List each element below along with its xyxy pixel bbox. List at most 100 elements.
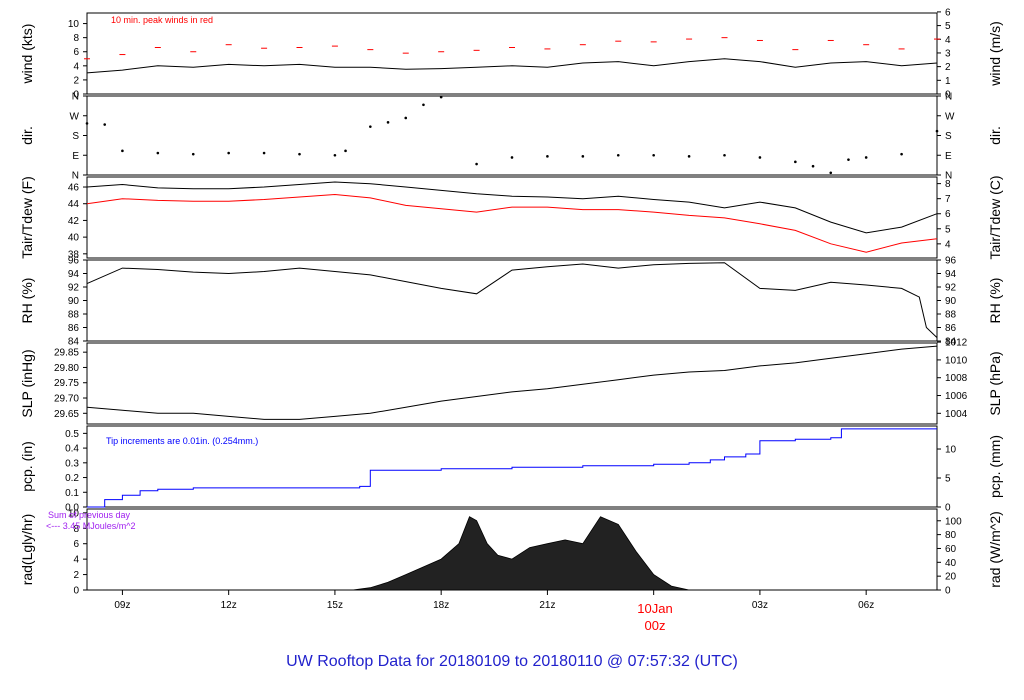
y-tick-label-right: 1004 xyxy=(945,409,968,420)
y-tick-label-left: 0.1 xyxy=(65,488,79,499)
y-tick-label-left: N xyxy=(72,92,79,103)
wind-dir-point xyxy=(262,151,266,155)
y-tick-label-right: 6 xyxy=(945,209,951,220)
wind-dir-point xyxy=(510,156,514,159)
y-tick-label-left: 44 xyxy=(68,199,80,210)
wind-dir-point xyxy=(847,158,850,161)
y-label-left-rad: rad(Lgly/hr) xyxy=(19,514,35,586)
y-tick-label-right: 60 xyxy=(945,544,957,555)
y-tick-label-left: 86 xyxy=(68,323,80,334)
y-label-right-temp: Tair/Tdew (C) xyxy=(987,175,1003,259)
y-tick-label-left: 88 xyxy=(68,310,80,321)
y-tick-label-right: 1008 xyxy=(945,373,968,384)
y-tick-label-left: 10 xyxy=(68,19,80,30)
peak-winds-note: 10 min. peak winds in red xyxy=(111,15,213,25)
wind-dir-point xyxy=(900,152,903,156)
tip-increment-note: Tip increments are 0.01in. (0.254mm.) xyxy=(106,436,258,446)
y-tick-label-right: 96 xyxy=(945,256,957,267)
y-tick-label-right: S xyxy=(945,131,952,142)
y-tick-label-right: 92 xyxy=(945,283,957,294)
wind-dir-point xyxy=(333,153,337,157)
y-tick-label-right: 1006 xyxy=(945,391,968,402)
rad-sum-value: <--- 3.45 MJoules/m^2 xyxy=(46,521,136,531)
y-tick-label-right: 5 xyxy=(945,224,951,235)
wind-dir-point xyxy=(829,171,833,175)
wind-dir-point xyxy=(935,129,939,133)
y-tick-label-right: 10 xyxy=(945,445,957,456)
y-label-left-wind: wind (kts) xyxy=(19,24,35,85)
y-tick-label-left: N xyxy=(72,171,79,182)
x-axis: 09z 12z 15z 18z 21z 03z 06z xyxy=(114,590,874,611)
panel-pcp: pcp. (in) pcp. (mm) 0.0 0.1 0.2 0.3 0.4 0.5 0 5 10 xyxy=(19,425,1003,514)
y-tick-label-right: 80 xyxy=(945,530,957,541)
y-tick-label-right: 2 xyxy=(945,62,951,73)
y-tick-label-right: 88 xyxy=(945,310,957,321)
tdew-line xyxy=(86,193,938,253)
wind-dir-point xyxy=(344,149,347,153)
wind-dir-point xyxy=(616,153,620,157)
y-tick-label-right: 5 xyxy=(945,474,951,485)
x-tick-label: 12z xyxy=(221,600,237,611)
x-tick-label: 03z xyxy=(752,600,768,611)
y-tick-label-right: 94 xyxy=(945,269,957,280)
wind-dir-point xyxy=(422,103,425,107)
y-tick-label-right: W xyxy=(945,111,955,122)
y-tick-label-right: 3 xyxy=(945,48,951,59)
y-tick-label-left: 42 xyxy=(68,216,80,227)
tair-line xyxy=(86,181,938,234)
wind-dir-point xyxy=(652,153,655,157)
y-tick-label-left: S xyxy=(72,131,79,142)
y-label-right-rad: rad (W/m^2) xyxy=(987,511,1003,588)
panel-frame-pcp xyxy=(86,425,938,508)
y-tick-label-right: 1012 xyxy=(945,338,968,349)
wind-dir-point xyxy=(85,122,89,125)
wind-dir-point xyxy=(723,153,726,157)
panel-frame-slp xyxy=(86,342,938,425)
y-tick-label-left: 29.75 xyxy=(54,378,79,389)
y-tick-label-right: 20 xyxy=(945,572,957,583)
y-tick-label-left: 6 xyxy=(73,47,79,58)
date-label: 10Jan xyxy=(637,601,672,616)
panel-frame-dir xyxy=(86,95,938,176)
rh-line xyxy=(86,262,938,338)
y-tick-label-left: 92 xyxy=(68,283,80,294)
wind-dir-point xyxy=(758,156,762,159)
x-tick-label: 18z xyxy=(433,600,449,611)
y-tick-label-right: 4 xyxy=(945,35,951,46)
wind-dir-point xyxy=(864,156,868,159)
y-tick-label-right: 1 xyxy=(945,76,951,87)
y-tick-label-left: 29.85 xyxy=(54,348,79,359)
y-tick-label-left: 29.80 xyxy=(54,363,79,374)
y-tick-label-left: 2 xyxy=(73,570,79,581)
y-tick-label-left: 0.2 xyxy=(65,473,79,484)
y-tick-label-left: 90 xyxy=(68,296,80,307)
y-label-left-pcp: pcp. (in) xyxy=(19,441,35,492)
y-tick-label-left: 0.3 xyxy=(65,458,79,469)
y-tick-label-left: 8 xyxy=(73,524,79,535)
panel-rad: rad(Lgly/hr) rad (W/m^2)02468100204060801… xyxy=(19,508,1003,596)
x-tick-label: 21z xyxy=(539,600,555,611)
y-tick-label-left: 40 xyxy=(68,233,80,244)
wind-dir-point xyxy=(546,155,549,158)
y-label-right-slp: SLP (hPa) xyxy=(987,351,1003,415)
y-tick-label-left: 8 xyxy=(73,33,79,44)
panel-frame-temp xyxy=(86,176,938,259)
y-label-right-wind: wind (m/s) xyxy=(987,21,1003,87)
y-label-left-temp: Tair/Tdew (F) xyxy=(19,176,35,258)
y-tick-label-right: 0 xyxy=(945,586,951,597)
y-tick-label-left: 29.65 xyxy=(54,409,79,420)
y-tick-label-right: 0 xyxy=(945,90,951,101)
y-tick-label-right: 7 xyxy=(945,194,951,205)
y-tick-label-left: 94 xyxy=(68,269,80,280)
wind-dir-point xyxy=(687,155,691,158)
y-tick-label-right: 5 xyxy=(945,21,951,32)
date-tick-label: 00z xyxy=(645,618,666,633)
y-tick-label-right: 84 xyxy=(945,337,957,348)
wind-dir-point xyxy=(581,155,585,158)
panel-dir: dir. dir.N NE ES SW WN N xyxy=(19,92,1003,182)
y-tick-label-right: 8 xyxy=(945,179,951,190)
y-label-right-rh: RH (%) xyxy=(987,278,1003,324)
panel-frame-rh xyxy=(86,259,938,342)
